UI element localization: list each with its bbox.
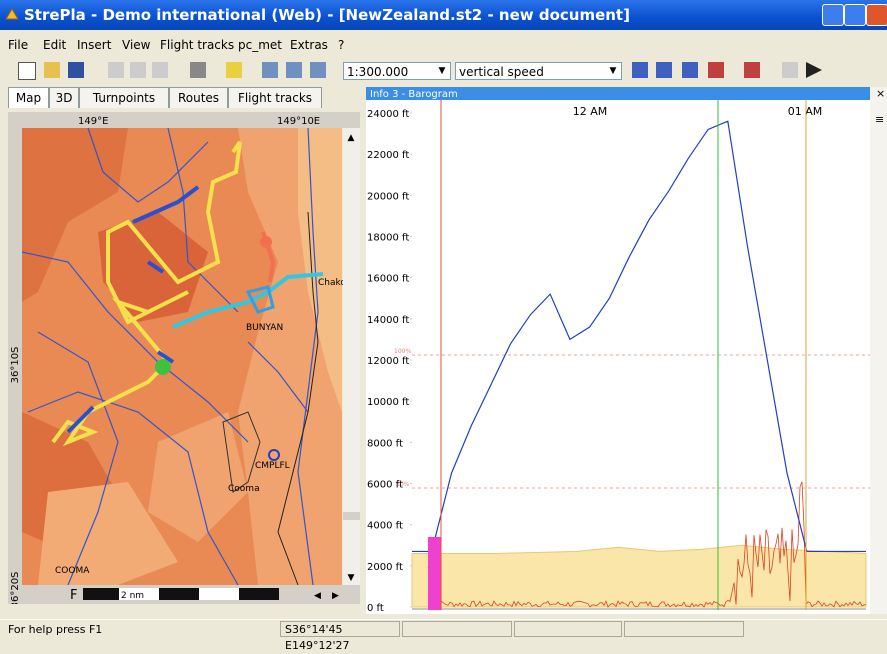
y-tick-label: 22000 ft — [367, 150, 409, 161]
tab[interactable]: Turnpoints — [79, 87, 169, 108]
help-button[interactable] — [226, 62, 242, 78]
map-panel: 149°E 149°10E 36°10S 36°20S Chakola — [8, 112, 360, 604]
status-pane — [402, 621, 512, 637]
reference-label: 100% — [394, 348, 411, 355]
place-label: BUNYAN — [246, 323, 283, 333]
stop-button[interactable] — [782, 62, 798, 78]
map-view[interactable]: Chakola BUNYAN CMPLFL Cooma COOMA — [22, 128, 354, 585]
tab[interactable]: Flight tracks — [228, 87, 322, 108]
scale-value: 1:300.000 — [347, 65, 408, 79]
tool-button[interactable] — [632, 62, 648, 78]
status-position: S36°14'45 E149°12'27 — [280, 621, 400, 637]
y-tick-label: 8000 ft — [367, 438, 403, 449]
ruler-label: 149°E — [78, 116, 108, 127]
y-tick-label: 14000 ft — [367, 315, 409, 326]
menu-item[interactable]: Insert — [77, 38, 111, 52]
side-toolbar: × ≡ — [870, 87, 887, 614]
scale-bar — [239, 588, 279, 600]
cut-button[interactable] — [108, 62, 124, 78]
y-tick-label: 4000 ft — [367, 521, 403, 532]
tab[interactable]: Map — [8, 87, 49, 108]
scale-bar — [83, 588, 119, 600]
menu-item[interactable]: Edit — [43, 38, 66, 52]
zoom-out-button[interactable] — [310, 62, 326, 78]
panel-title: Info 3 - Barogram — [370, 89, 458, 100]
app-window: StrePla - Demo international (Web) - [Ne… — [0, 0, 887, 639]
app-icon — [4, 7, 20, 23]
play-button[interactable] — [806, 62, 822, 78]
y-tick-label: 6000 ft — [367, 480, 403, 491]
menu-item[interactable]: File — [8, 38, 28, 52]
menu-item[interactable]: Flight tracks — [160, 38, 234, 52]
zoom-in-button[interactable] — [286, 62, 302, 78]
scale-label: 2 nm — [121, 591, 144, 601]
y-tick-label: 2000 ft — [367, 562, 403, 573]
y-tick-label: 24000 ft — [367, 109, 409, 120]
scale-bar — [199, 588, 239, 600]
menu-item[interactable]: pc_met — [238, 38, 282, 52]
open-button[interactable] — [44, 62, 60, 78]
display-combo[interactable]: vertical speed▼ — [455, 62, 622, 80]
pink-marker — [428, 537, 441, 610]
copy-button[interactable] — [130, 62, 146, 78]
ground-area — [412, 545, 866, 607]
y-tick-label: 12000 ft — [367, 356, 409, 367]
wp-button[interactable] — [656, 62, 672, 78]
close-button[interactable] — [866, 4, 887, 26]
new-button[interactable] — [18, 62, 36, 80]
tab[interactable]: Routes — [169, 87, 228, 108]
scroll-thumb[interactable] — [343, 512, 360, 520]
menu-item[interactable]: View — [122, 38, 150, 52]
y-tick-label: 0 ft — [367, 603, 384, 614]
f-button[interactable]: F — [70, 588, 77, 603]
display-value: vertical speed — [459, 65, 544, 79]
barogram-panel: Info 3 - Barogram 12 AM 01 AM 100% 50% 0… — [366, 87, 870, 614]
menu-item[interactable]: ? — [338, 38, 344, 52]
save-button[interactable] — [68, 62, 84, 78]
close-pane[interactable]: × — [876, 87, 885, 100]
print-button[interactable] — [190, 62, 206, 78]
y-tick-label: 20000 ft — [367, 191, 409, 202]
scroll-left[interactable]: ◀ — [314, 591, 321, 601]
time-label: 01 AM — [788, 105, 823, 118]
scroll-right[interactable]: ▶ — [332, 591, 339, 601]
tool-button[interactable] — [708, 62, 724, 78]
status-pane — [624, 621, 744, 637]
status-help: For help press F1 — [8, 623, 102, 636]
place-label: COOMA — [55, 566, 90, 576]
status-pane — [514, 621, 622, 637]
scale-combo[interactable]: 1:300.000▼ — [343, 62, 451, 80]
paste-button[interactable] — [152, 62, 168, 78]
ruler-label: 36°20S — [10, 572, 21, 604]
y-tick-label: 18000 ft — [367, 233, 409, 244]
ruler-label: 149°10E — [277, 116, 320, 127]
menu-item[interactable]: Extras — [290, 38, 328, 52]
title-bar: StrePla - Demo international (Web) - [Ne… — [0, 0, 887, 30]
maximize-button[interactable] — [844, 4, 866, 26]
ruler-label: 36°10S — [10, 347, 21, 384]
time-label: 12 AM — [573, 105, 608, 118]
place-label: CMPLFL — [255, 461, 290, 471]
scale-bar — [159, 588, 199, 600]
barogram-background — [366, 87, 870, 614]
menu-icon[interactable]: ≡ — [875, 113, 884, 126]
y-tick-label: 16000 ft — [367, 274, 409, 285]
scroll-up[interactable]: ▲ — [348, 133, 355, 143]
opt-button[interactable] — [744, 62, 760, 78]
scroll-down[interactable]: ▼ — [348, 573, 355, 583]
place-label: Cooma — [228, 484, 260, 494]
minimize-button[interactable] — [822, 4, 844, 26]
tab[interactable]: 3D — [49, 87, 79, 108]
window-title: StrePla - Demo international (Web) - [Ne… — [24, 6, 630, 24]
y-tick-label: 10000 ft — [367, 397, 409, 408]
map-button[interactable] — [682, 62, 698, 78]
zoom-button[interactable] — [262, 62, 278, 78]
